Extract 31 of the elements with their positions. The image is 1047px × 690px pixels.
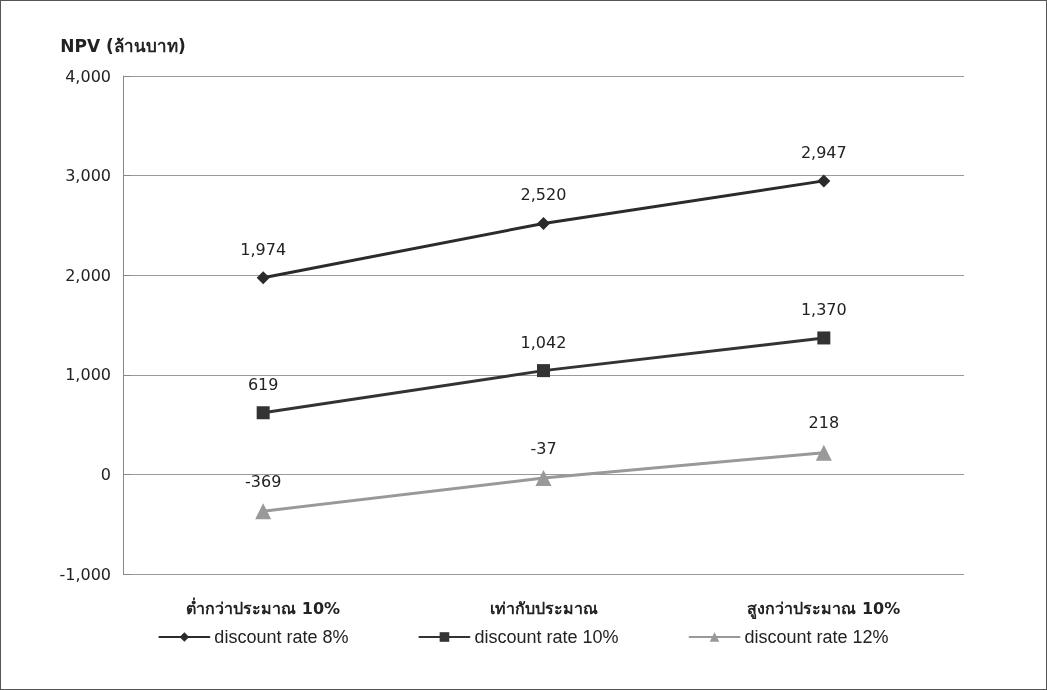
data-label: 1,974	[240, 239, 287, 259]
data-label: -369	[245, 471, 282, 491]
legend-label: discount rate 12%	[744, 627, 889, 647]
data-label: 2,947	[800, 142, 847, 162]
data-label: 218	[808, 413, 840, 433]
y-tick-label: 4,000	[65, 66, 111, 86]
y-tick-label: 1,000	[65, 365, 111, 385]
legend-label: discount rate 10%	[474, 627, 619, 647]
data-label: -37	[530, 438, 557, 458]
x-tick-label: เท่ากับประมาณ	[489, 598, 598, 618]
data-label: 1,042	[520, 332, 567, 352]
data-label: 619	[247, 374, 279, 394]
x-tick-label: ต่ำกว่าประมาณ 10%	[186, 596, 341, 618]
y-tick-label: 3,000	[65, 166, 111, 186]
legend-label: discount rate 8%	[214, 627, 349, 647]
y-tick-label: -1,000	[59, 564, 111, 584]
y-tick-label: 0	[100, 464, 111, 484]
point	[255, 503, 272, 520]
point	[256, 271, 270, 285]
y-axis-title: NPV (ล้านบาท)	[60, 35, 186, 56]
data-label: 1,370	[800, 299, 847, 319]
data-label: 2,520	[520, 185, 567, 205]
x-tick-label: สูงกว่าประมาณ 10%	[747, 598, 901, 620]
point	[815, 444, 832, 461]
point	[817, 174, 831, 188]
point	[256, 406, 270, 420]
point	[537, 364, 550, 378]
point	[535, 470, 552, 487]
point	[817, 331, 831, 345]
y-tick-label: 2,000	[65, 265, 111, 285]
point	[537, 216, 550, 230]
